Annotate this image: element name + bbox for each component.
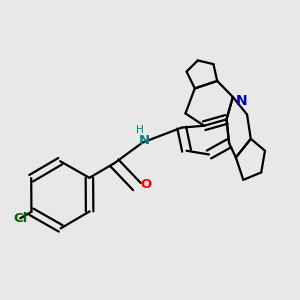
Text: O: O xyxy=(141,178,152,191)
Text: N: N xyxy=(139,134,150,147)
Text: N: N xyxy=(236,94,248,108)
Text: H: H xyxy=(136,125,143,135)
Text: Cl: Cl xyxy=(13,212,27,225)
